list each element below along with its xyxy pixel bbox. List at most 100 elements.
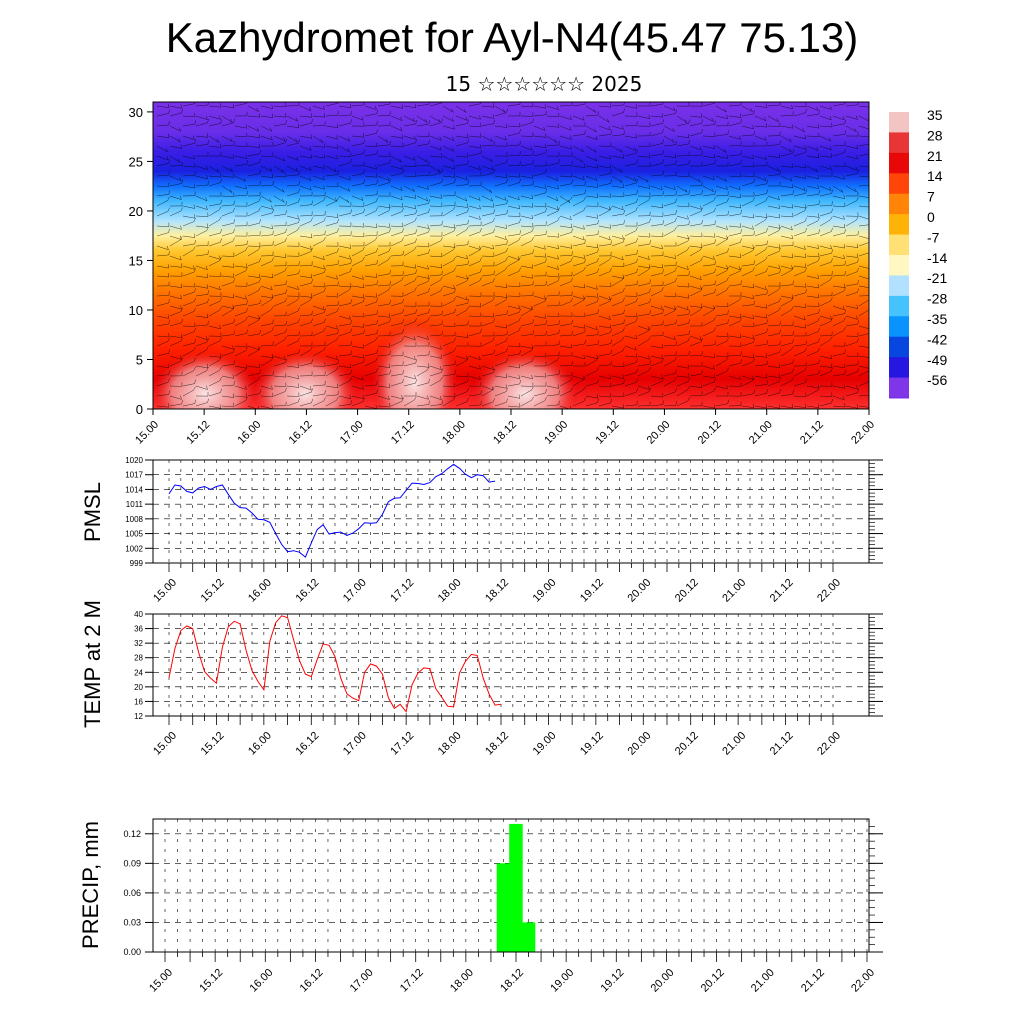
temperature-cross-section: 0 5 10 15 20 25 30 15.00 15.12 16.00 16.12 17.00 17…: [129, 101, 877, 447]
precip-bar: [496, 863, 511, 952]
y-tick-label: 1020: [125, 456, 143, 465]
y-tick-label: 1005: [125, 530, 143, 539]
x-tick-label: 17.00: [338, 419, 366, 447]
colorbar-swatch: [889, 112, 909, 133]
x-tick-label: 15.12: [197, 967, 225, 995]
x-tick-label: 21.12: [799, 967, 827, 995]
wind-barbs: [156, 102, 869, 409]
x-tick-label: 21.12: [798, 419, 826, 447]
colorbar-swatch: [889, 214, 909, 236]
colorbar-label: 0: [927, 209, 935, 225]
pmsl-chart: 999 1002 1005 1008 1011 1014 1017 1020 15.00 15.1…: [80, 456, 883, 605]
x-tick-label: 15.00: [133, 419, 161, 447]
precip-chart: 0.00 0.03 0.06 0.09 0.12 15.00 15.12 16.00 16.12…: [78, 818, 883, 995]
y-tick-label: 40: [134, 610, 143, 619]
colorbar-swatch: [889, 255, 909, 276]
x-tick-label: 18.12: [483, 730, 511, 758]
x-tick-label: 19.00: [531, 577, 559, 605]
x-tick-label: 20.12: [696, 419, 724, 447]
x-tick-label: 18.00: [440, 419, 468, 447]
colorbar-label: -42: [927, 331, 947, 347]
temp-chart: 12 16 20 24 28 32 36 40 15.00 15.12 16.00 16.12 17.0…: [80, 600, 883, 758]
x-tick-label: 21.12: [768, 730, 796, 758]
precip-bar: [521, 922, 536, 952]
warm-core: [153, 340, 260, 409]
colorbar-swatch: [889, 132, 909, 154]
x-tick-label: 21.00: [720, 577, 748, 605]
page-subtitle: 15 ☆☆☆☆☆☆ 2025: [445, 72, 643, 96]
colorbar-label: -49: [927, 352, 947, 368]
x-tick-label: 20.12: [673, 577, 701, 605]
y-tick-label: 0.06: [123, 888, 141, 898]
y-tick-label: 0: [136, 402, 143, 417]
x-tick-label: 22.00: [815, 577, 843, 605]
y-tick-label: 1002: [125, 544, 143, 553]
x-tick-label: 16.12: [298, 967, 326, 995]
y-tick-label: 16: [134, 697, 143, 706]
colorbar-label: 28: [927, 127, 943, 143]
x-tick-label: 16.00: [246, 730, 274, 758]
x-tick-label: 20.00: [645, 419, 673, 447]
colorbar-swatch: [889, 316, 909, 338]
x-tick-label: 15.00: [147, 967, 175, 995]
heatmap-y-axis: 0 5 10 15 20 25 30: [129, 105, 153, 417]
y-tick-label: 30: [129, 105, 143, 120]
x-tick-label: 20.00: [649, 967, 677, 995]
x-tick-label: 21.00: [720, 730, 748, 758]
pmsl-series-line: [168, 463, 496, 558]
wind-barb-field: [156, 102, 869, 409]
y-tick-label: 0.09: [123, 858, 141, 868]
x-tick-label: 22.00: [849, 967, 877, 995]
y-axis-title: PMSL: [80, 482, 105, 542]
x-tick-label: 19.00: [542, 419, 570, 447]
page-title: Kazhydromet for Ayl-N4(45.47 75.13): [165, 14, 859, 61]
y-tick-label: 36: [134, 625, 143, 634]
x-tick-label: 16.12: [293, 730, 321, 758]
x-tick-label: 19.00: [548, 967, 576, 995]
x-tick-label: 21.00: [747, 419, 775, 447]
x-tick-label: 16.00: [235, 419, 263, 447]
x-tick-label: 20.12: [699, 967, 727, 995]
x-tick-label: 16.00: [246, 577, 274, 605]
y-tick-label: 15: [129, 253, 143, 268]
x-tick-label: 18.00: [436, 730, 464, 758]
x-tick-label: 17.00: [341, 577, 369, 605]
x-tick-label: 18.00: [448, 967, 476, 995]
y-tick-label: 25: [129, 154, 143, 169]
y-tick-label: 999: [130, 559, 144, 568]
colorbar-label: -7: [927, 229, 940, 245]
x-tick-label: 15.12: [184, 419, 212, 447]
x-tick-label: 22.00: [815, 730, 843, 758]
colorbar-label: 21: [927, 148, 943, 164]
x-tick-label: 15.12: [199, 577, 227, 605]
y-tick-label: 0.12: [123, 829, 141, 839]
y-tick-label: 20: [129, 204, 143, 219]
y-tick-label: 20: [134, 683, 143, 692]
x-tick-label: 17.12: [388, 730, 416, 758]
x-tick-label: 18.12: [483, 577, 511, 605]
x-tick-label: 20.12: [673, 730, 701, 758]
colorbar-label: -14: [927, 250, 947, 266]
x-tick-label: 19.12: [578, 577, 606, 605]
precip-bar: [509, 823, 523, 952]
colorbar-swatch: [889, 173, 909, 195]
colorbar-swatch: [889, 193, 909, 215]
y-axis-title: TEMP at 2 M: [80, 600, 105, 728]
y-tick-label: 0.00: [123, 947, 141, 957]
colorbar-label: 7: [927, 189, 935, 205]
x-tick-label: 21.12: [768, 577, 796, 605]
x-tick-label: 17.00: [348, 967, 376, 995]
colorbar-swatch: [889, 275, 909, 297]
x-tick-label: 19.12: [578, 730, 606, 758]
plot-frame: [152, 613, 870, 717]
x-tick-label: 15.00: [151, 577, 179, 605]
x-tick-label: 18.12: [491, 419, 519, 447]
y-tick-label: 10: [129, 303, 143, 318]
y-tick-label: 32: [134, 639, 143, 648]
colorbar-label: -28: [927, 291, 947, 307]
x-tick-label: 17.12: [388, 577, 416, 605]
warm-core: [370, 305, 460, 409]
x-tick-label: 19.12: [598, 967, 626, 995]
x-tick-label: 16.00: [247, 967, 275, 995]
heatmap-x-axis: 15.00 15.12 16.00 16.12 17.00 17.12 18.00 18.12…: [133, 409, 877, 447]
